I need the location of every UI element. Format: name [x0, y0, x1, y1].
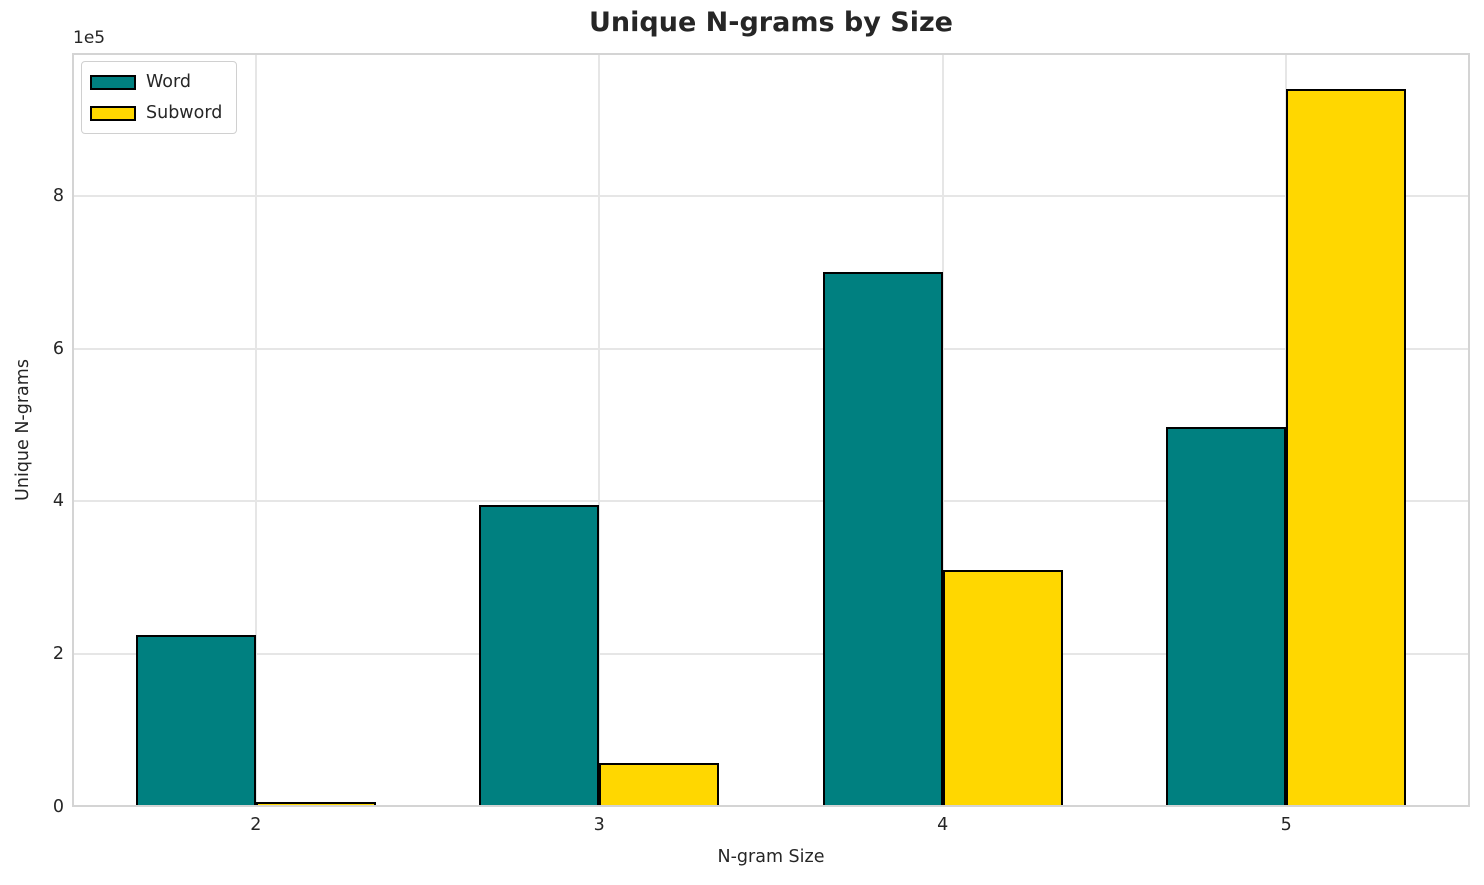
bar-subword-4 — [942, 570, 1063, 807]
legend-swatch-word — [90, 74, 136, 90]
x-gridline — [941, 53, 944, 807]
chart-title: Unique N-grams by Size — [589, 7, 953, 38]
bar-subword-3 — [599, 763, 720, 807]
bar-word-3 — [479, 505, 600, 807]
legend: Word Subword — [81, 61, 238, 134]
x-tick-label: 3 — [593, 815, 605, 835]
x-tick-label: 4 — [937, 815, 949, 835]
y-tick-label: 8 — [52, 185, 64, 206]
x-tick-label: 5 — [1280, 815, 1292, 835]
bar-word-2 — [135, 635, 256, 807]
plot-area: Word Subword — [72, 53, 1470, 807]
y-tick-label: 2 — [52, 644, 64, 665]
y-gridline — [72, 500, 1470, 503]
y-axis-label: Unique N-grams — [13, 359, 33, 501]
y-gridline — [72, 653, 1470, 656]
y-gridline — [72, 347, 1470, 350]
x-gridline — [254, 53, 257, 807]
legend-item: Word — [90, 69, 222, 95]
y-tick-label: 0 — [52, 797, 64, 817]
bar-subword-2 — [255, 801, 376, 807]
legend-swatch-subword — [90, 105, 136, 121]
x-gridline — [598, 53, 601, 807]
bar-word-4 — [822, 272, 943, 807]
y-gridline — [72, 194, 1470, 197]
y-tick-label: 4 — [52, 491, 64, 512]
legend-label: Subword — [146, 103, 223, 123]
legend-item: Subword — [90, 100, 222, 126]
y-tick-label: 6 — [52, 338, 64, 359]
bar-subword-5 — [1286, 88, 1407, 807]
y-axis-offset-text: 1e5 — [73, 28, 106, 48]
x-axis-label: N-gram Size — [717, 847, 825, 867]
bar-word-5 — [1166, 427, 1287, 807]
x-tick-label: 2 — [250, 815, 262, 835]
legend-label: Word — [146, 72, 191, 92]
